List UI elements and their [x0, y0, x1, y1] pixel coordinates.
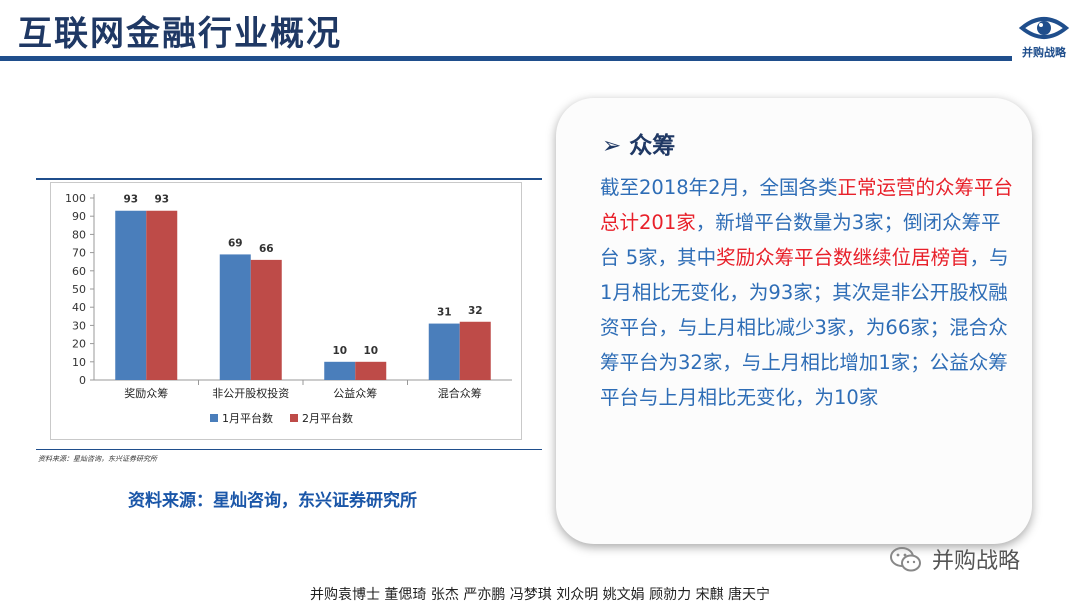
y-tick-label: 50 — [72, 283, 86, 296]
y-tick-label: 90 — [72, 210, 86, 223]
chart-source-note: 资料来源：星灿咨询，东兴证券研究所 — [38, 455, 157, 463]
y-tick-label: 20 — [72, 338, 86, 351]
card-body: 截至2018年2月，全国各类正常运营的众筹平台总计201家，新增平台数量为3家；… — [600, 170, 1018, 415]
x-category-label: 奖励众筹 — [124, 386, 168, 400]
bar-1-2 — [219, 254, 251, 380]
y-tick-label: 40 — [72, 301, 86, 314]
bar-1-4 — [428, 323, 460, 380]
data-label: 10 — [363, 345, 378, 357]
data-label: 66 — [259, 243, 274, 255]
y-tick-label: 70 — [72, 247, 86, 260]
data-label: 31 — [437, 307, 452, 319]
card-text-segment: ，新增平台数量为3家；倒闭众筹平台 5家，其中 — [600, 211, 1001, 269]
chart-bottom-rule — [36, 449, 542, 450]
eye-logo-icon — [1018, 17, 1070, 39]
bar-1-3 — [324, 361, 356, 380]
watermark-text: 并购战略 — [932, 549, 1021, 574]
title-underline — [0, 56, 1012, 61]
bar-2-3 — [355, 361, 387, 380]
bar-1-1 — [115, 210, 147, 380]
card-highlight-segment: 正常运营的众筹平台总计201家 — [600, 176, 1014, 234]
card-heading: ➢ 众筹 — [602, 126, 675, 160]
data-label: 10 — [332, 345, 347, 357]
bar-chart: 0 10 20 30 40 50 60 70 80 90 100 93 93 奖励众筹 69 66 非公开股权投… — [65, 192, 512, 425]
data-label: 93 — [123, 194, 138, 206]
x-category-label: 混合众筹 — [438, 386, 482, 400]
card-text-segment: ，与1月相比无变化，为93家；其次是非公开股权融资平台，与上月相比减少3家，为6… — [600, 246, 1009, 409]
legend-label: 2月平台数 — [302, 411, 353, 425]
footer-authors: 并购袁博士 董偲琦 张杰 严亦鹏 冯梦琪 刘众明 姚文娟 顾勍力 宋麒 唐天宁 — [309, 587, 771, 603]
logo-text: 并购战略 — [1022, 46, 1066, 59]
data-label: 69 — [228, 237, 243, 249]
x-category-label: 公益众筹 — [333, 386, 377, 400]
y-tick-label: 60 — [72, 265, 86, 278]
slide-title: 互联网金融行业概况 — [18, 14, 342, 54]
legend-swatch — [210, 414, 218, 422]
y-tick-label: 80 — [72, 228, 86, 241]
y-tick-label: 10 — [72, 356, 86, 369]
wechat-icon — [890, 547, 921, 572]
x-category-label: 非公开股权投资 — [212, 386, 289, 400]
legend-label: 1月平台数 — [222, 411, 273, 425]
bar-2-4 — [459, 321, 491, 380]
card-text-segment: 截至2018年2月，全国各类 — [600, 176, 838, 199]
y-tick-label: 30 — [72, 319, 86, 332]
info-card — [556, 98, 1032, 544]
card-heading-text: 众筹 — [629, 133, 676, 159]
y-tick-label: 100 — [65, 192, 86, 205]
legend-swatch — [290, 414, 298, 422]
bar-2-2 — [250, 259, 282, 380]
card-highlight-segment: 奖励众筹平台数继续位居榜首 — [716, 246, 970, 269]
arrow-bullet-icon: ➢ — [602, 133, 622, 159]
data-label: 32 — [468, 305, 483, 317]
chart-top-rule — [36, 178, 542, 180]
source-caption: 资料来源：星灿咨询，东兴证券研究所 — [128, 491, 417, 511]
y-tick-label: 0 — [79, 374, 86, 387]
bar-2-1 — [146, 210, 178, 380]
data-label: 93 — [154, 194, 169, 206]
